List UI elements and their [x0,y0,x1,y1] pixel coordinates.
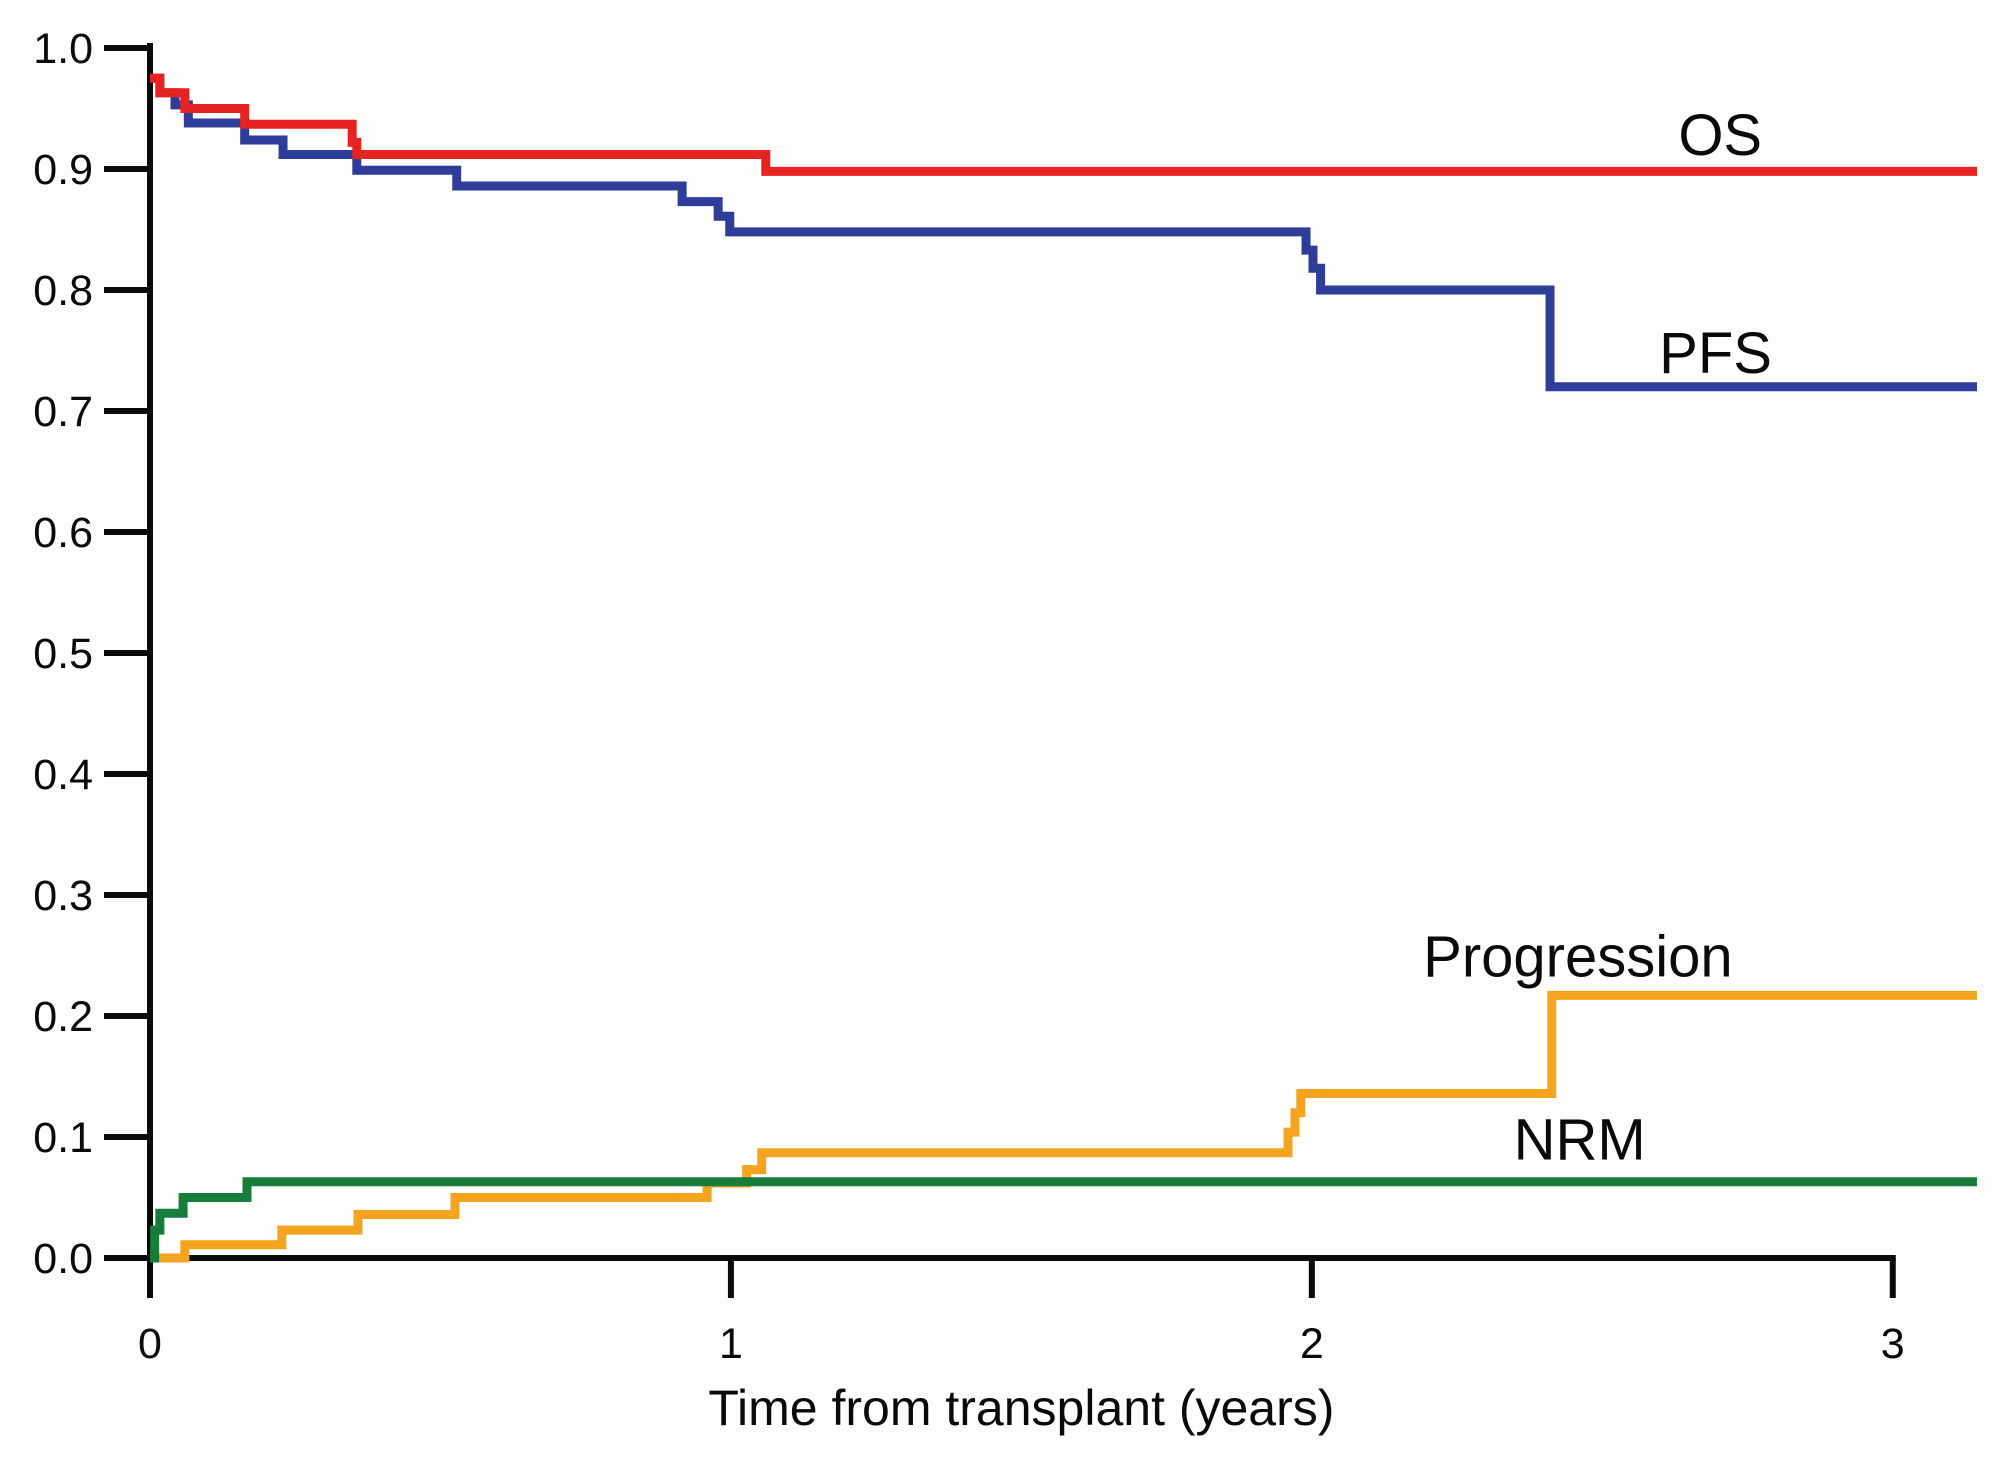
x-tick-label-2: 2 [1300,1320,1324,1368]
y-tick-label-1.0: 1.0 [33,25,93,73]
y-tick-label-0.4: 0.4 [33,751,93,799]
series-progression-path [150,990,1977,1263]
x-axis-title: Time from transplant (years) [708,1380,1334,1436]
y-tick-label-0.1: 0.1 [33,1114,93,1162]
x-tick-label-3: 3 [1881,1320,1905,1368]
y-tick-label-0.5: 0.5 [33,630,93,678]
series-nrm-label: NRM [1514,1107,1646,1172]
y-tick-label-0.0: 0.0 [33,1235,93,1283]
x-tick-label-0: 0 [138,1320,162,1368]
y-tick-label-0.7: 0.7 [33,388,93,436]
series-pfs-label: PFS [1659,321,1772,386]
y-tick-label-0.8: 0.8 [33,267,93,315]
series-nrm-path [150,1177,1977,1263]
y-tick-label-0.9: 0.9 [33,146,93,194]
series-os-path [150,73,1977,176]
series-os-label: OS [1678,103,1762,168]
y-tick-label-0.3: 0.3 [33,872,93,920]
y-tick-label-0.2: 0.2 [33,993,93,1041]
x-tick-label-1: 1 [719,1320,743,1368]
y-tick-label-0.6: 0.6 [33,509,93,557]
series-progression-label: Progression [1423,925,1732,990]
